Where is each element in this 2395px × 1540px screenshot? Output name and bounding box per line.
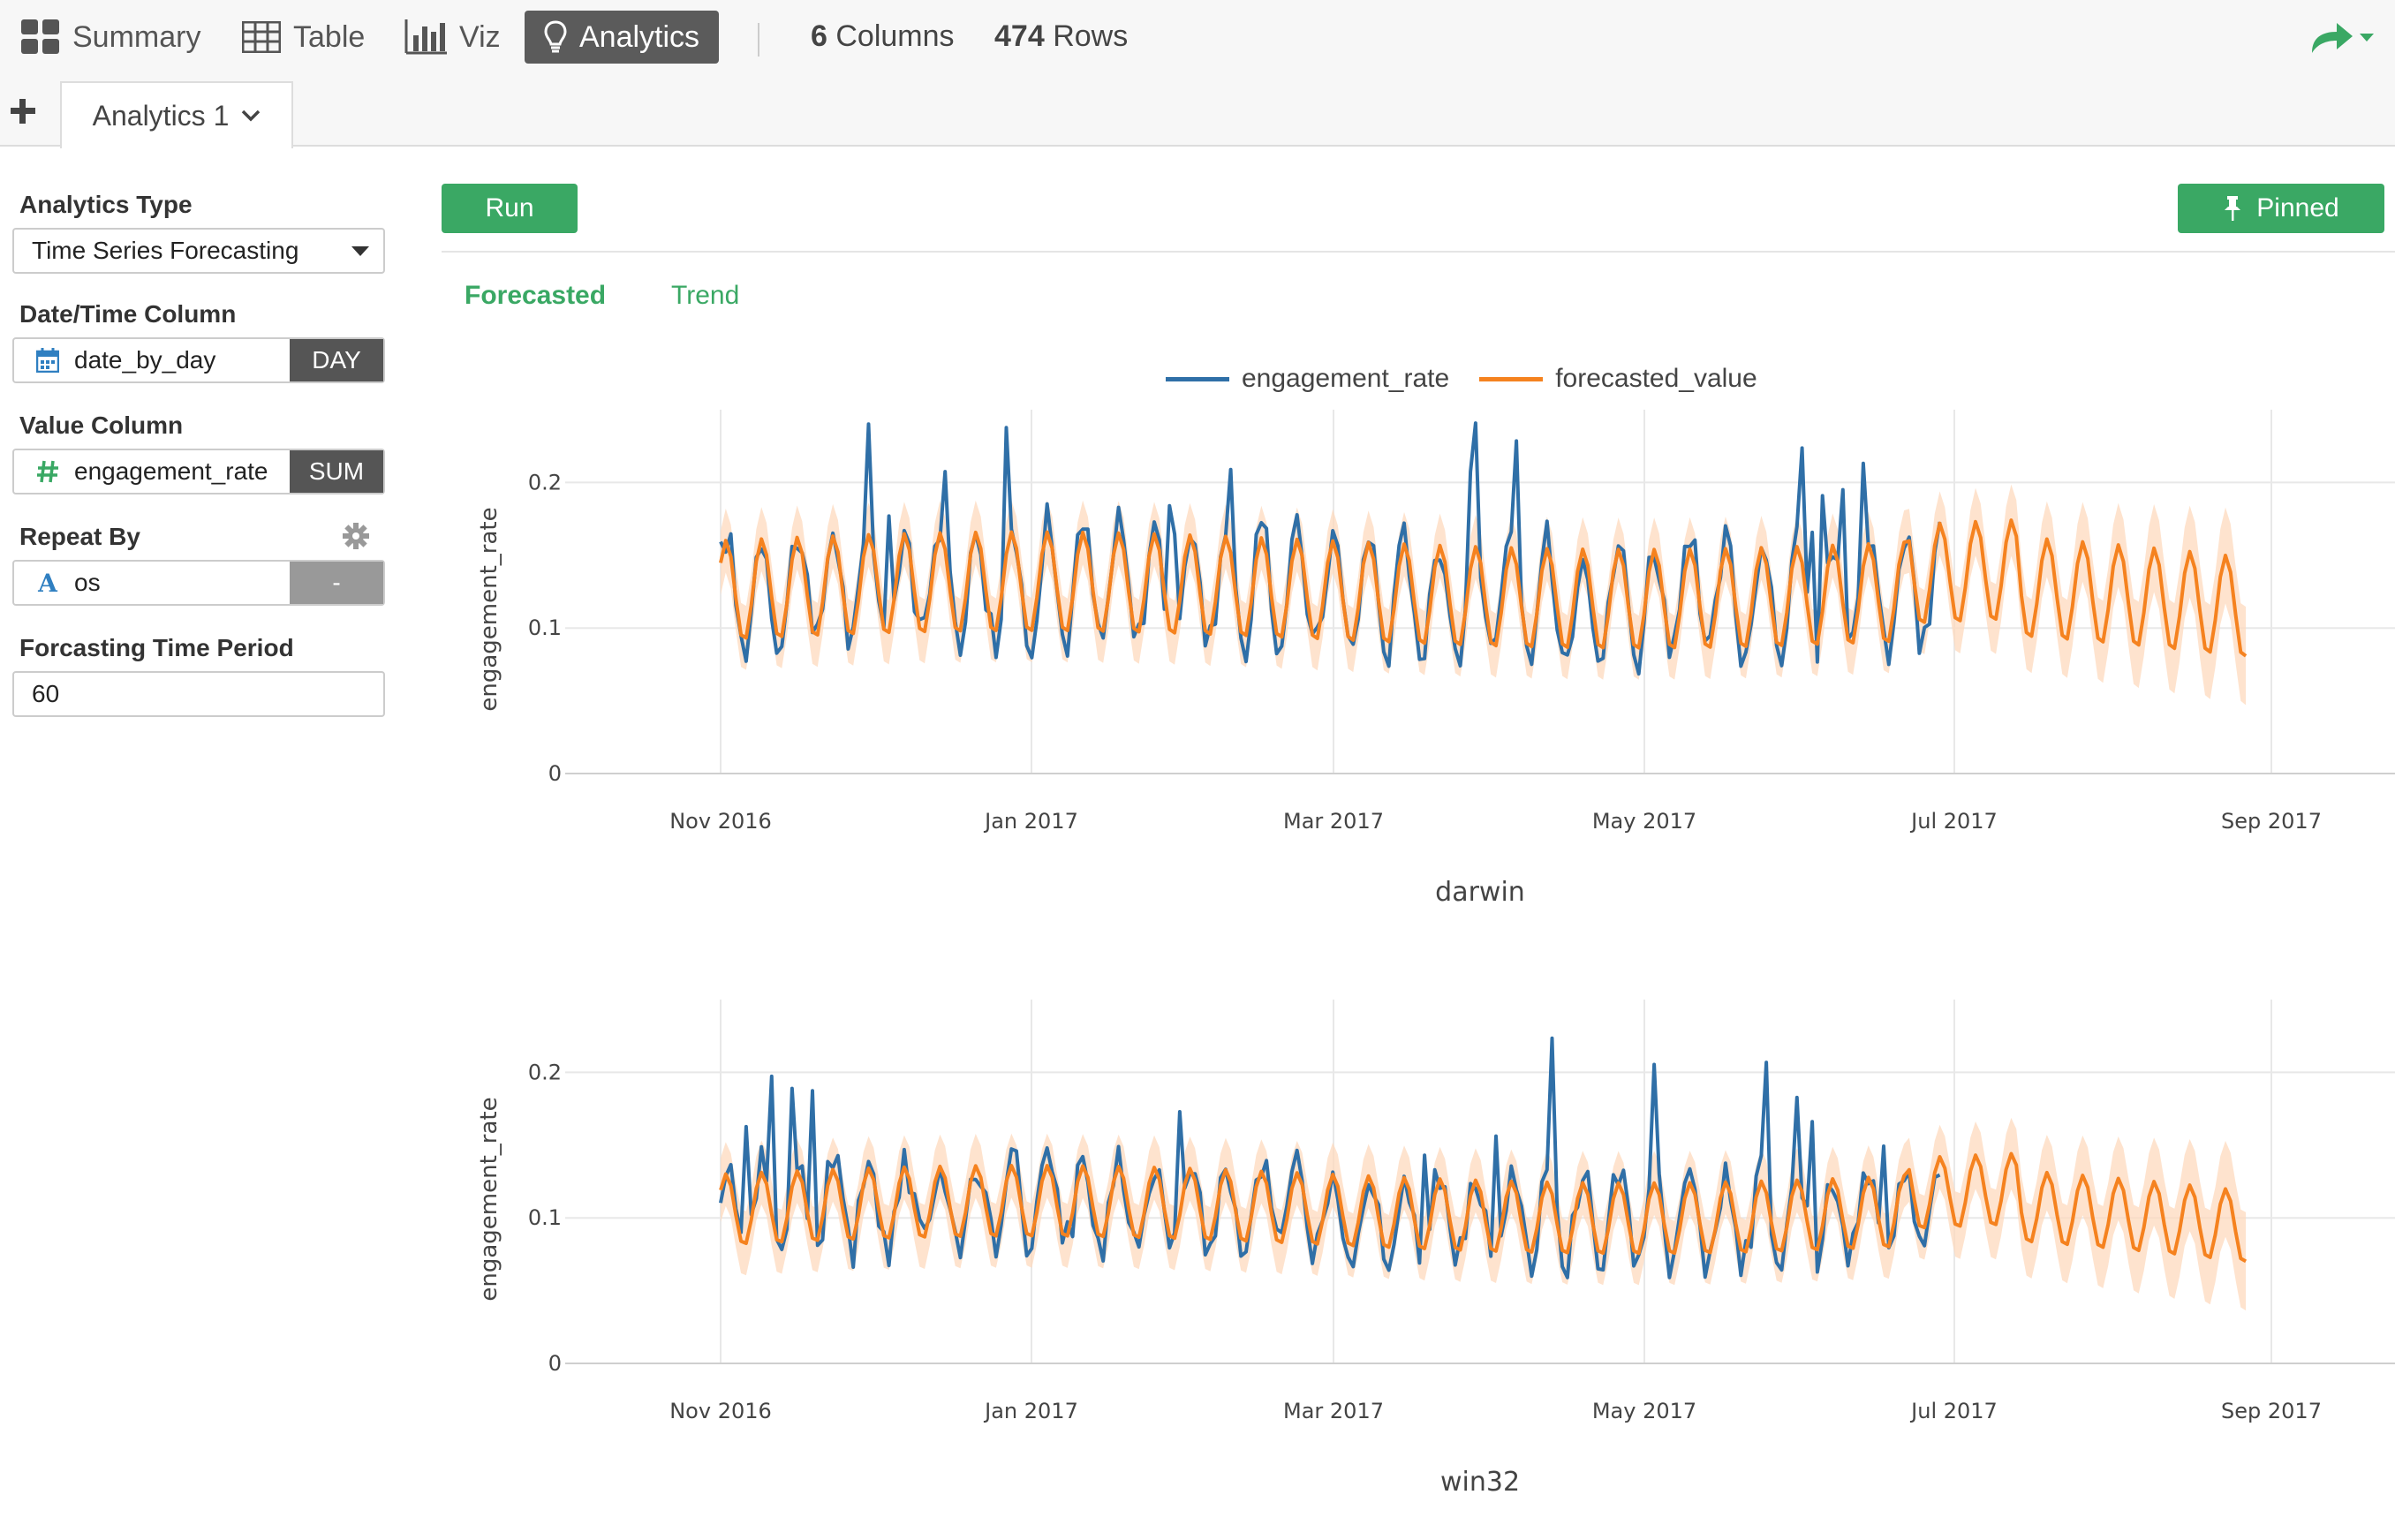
value-agg-button[interactable]: SUM bbox=[290, 450, 383, 493]
viz-label: Viz bbox=[459, 19, 501, 54]
repeat-by-option-button[interactable]: - bbox=[290, 562, 383, 604]
x-tick-label: Sep 2017 bbox=[2221, 1399, 2322, 1423]
text-type-icon: A bbox=[26, 570, 69, 595]
period-label: Forcasting Time Period bbox=[19, 634, 294, 661]
y-axis-title: engagement_rate bbox=[476, 507, 502, 711]
number-hash-icon bbox=[26, 459, 69, 484]
table-tab-button[interactable]: Table bbox=[231, 11, 375, 64]
x-tick-label: Mar 2017 bbox=[1283, 1399, 1384, 1423]
table-icon bbox=[242, 21, 281, 53]
bar-chart-icon bbox=[404, 19, 447, 55]
facet-label: win32 bbox=[1440, 1467, 1520, 1498]
analytics-tab-button[interactable]: Analytics bbox=[525, 11, 720, 64]
y-tick-label: 0 bbox=[548, 761, 562, 786]
viz-tab-button[interactable]: Viz bbox=[394, 11, 511, 64]
dropdown-caret-icon bbox=[351, 245, 369, 256]
pin-icon bbox=[2225, 196, 2241, 221]
value-column-field[interactable]: engagement_rate SUM bbox=[12, 449, 385, 494]
y-tick-label: 0.1 bbox=[528, 1205, 562, 1230]
tab-forecasted[interactable]: Forecasted bbox=[465, 281, 607, 310]
summary-label: Summary bbox=[72, 19, 201, 54]
tab-analytics-1[interactable]: Analytics 1 bbox=[60, 81, 293, 148]
panel-divider bbox=[442, 251, 2395, 253]
period-input[interactable]: 60 bbox=[12, 671, 385, 717]
legend-label-forecast: forecasted_value bbox=[1555, 364, 1757, 393]
x-tick-label: Nov 2016 bbox=[669, 1399, 772, 1423]
y-axis-title: engagement_rate bbox=[476, 1097, 502, 1301]
analytics-type-select[interactable]: Time Series Forecasting bbox=[12, 228, 385, 274]
share-button[interactable] bbox=[2308, 19, 2374, 59]
gear-icon[interactable] bbox=[343, 523, 369, 549]
y-tick-label: 0 bbox=[548, 1351, 562, 1376]
top-toolbar: Summary Table Viz Analytics 6 Columns 47… bbox=[0, 0, 2395, 76]
toolbar-divider bbox=[758, 23, 759, 57]
chart-legend: engagement_rate forecasted_value bbox=[1166, 364, 1787, 394]
legend-swatch-forecast bbox=[1479, 376, 1544, 381]
legend-label-actual: engagement_rate bbox=[1242, 364, 1450, 393]
repeat-by-field[interactable]: A os - bbox=[12, 560, 385, 606]
x-tick-label: Jan 2017 bbox=[983, 1399, 1078, 1423]
rows-count: 474 Rows bbox=[994, 19, 1129, 53]
settings-sidebar: Analytics Type Time Series Forecasting D… bbox=[0, 148, 397, 1540]
y-tick-label: 0.2 bbox=[528, 470, 562, 494]
summary-tab-button[interactable]: Summary bbox=[11, 11, 211, 64]
x-tick-label: Jul 2017 bbox=[1909, 1399, 1998, 1423]
table-label: Table bbox=[293, 19, 366, 54]
chevron-down-icon[interactable] bbox=[241, 109, 261, 122]
grid-icon bbox=[21, 19, 59, 54]
facet-label: darwin bbox=[1435, 877, 1525, 908]
tab-trend[interactable]: Trend bbox=[671, 281, 740, 310]
svg-text:A: A bbox=[37, 570, 58, 595]
value-column-label: Value Column bbox=[19, 411, 184, 439]
repeat-by-label: Repeat By bbox=[19, 523, 140, 550]
columns-count: 6 Columns bbox=[811, 19, 955, 53]
plus-icon[interactable] bbox=[9, 97, 37, 125]
legend-item-actual[interactable]: engagement_rate bbox=[1166, 364, 1449, 394]
x-tick-label: Jan 2017 bbox=[983, 809, 1078, 834]
tab-label: Analytics 1 bbox=[92, 99, 230, 132]
x-tick-label: Mar 2017 bbox=[1283, 809, 1384, 834]
y-tick-label: 0.1 bbox=[528, 615, 562, 640]
x-tick-label: Nov 2016 bbox=[669, 809, 772, 834]
run-button[interactable]: Run bbox=[442, 184, 578, 233]
series-line-forecasted-value[interactable] bbox=[719, 1151, 2248, 1264]
pinned-button[interactable]: Pinned bbox=[2178, 184, 2384, 233]
x-tick-label: Sep 2017 bbox=[2221, 809, 2322, 834]
y-tick-label: 0.2 bbox=[528, 1060, 562, 1084]
x-tick-label: May 2017 bbox=[1592, 1399, 1696, 1423]
share-arrow-icon bbox=[2312, 23, 2374, 53]
date-column-label: Date/Time Column bbox=[19, 300, 237, 328]
calendar-icon bbox=[26, 348, 69, 373]
date-unit-button[interactable]: DAY bbox=[290, 339, 383, 381]
x-tick-label: May 2017 bbox=[1592, 809, 1696, 834]
analytics-label: Analytics bbox=[579, 19, 700, 54]
date-column-field[interactable]: date_by_day DAY bbox=[12, 337, 385, 383]
series-line-forecasted-value[interactable] bbox=[719, 518, 2248, 658]
legend-swatch-actual bbox=[1166, 376, 1229, 381]
lightbulb-icon bbox=[544, 20, 567, 53]
analytics-tab-row: Analytics 1 bbox=[0, 76, 2395, 148]
x-tick-label: Jul 2017 bbox=[1909, 809, 1998, 834]
analytics-type-label: Analytics Type bbox=[19, 191, 193, 218]
legend-item-forecast[interactable]: forecasted_value bbox=[1479, 364, 1757, 394]
